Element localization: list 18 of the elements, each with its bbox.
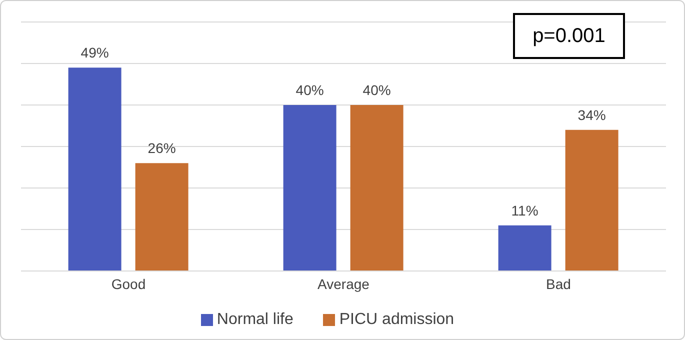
x-tick-label: Average: [318, 276, 370, 292]
annotation: p=0.001: [513, 13, 625, 59]
bar: [135, 163, 188, 271]
data-label: 40%: [362, 82, 391, 98]
legend-label: PICU admission: [339, 311, 454, 328]
bar: [350, 105, 404, 271]
data-label: 49%: [80, 44, 109, 61]
bar: [565, 130, 618, 271]
data-label: 26%: [148, 140, 176, 156]
legend-label: Normal life: [216, 311, 294, 328]
data-label: 40%: [296, 82, 324, 98]
bar: [498, 225, 552, 271]
bar: [283, 105, 336, 271]
x-tick-label: Good: [111, 276, 146, 292]
bar: [68, 68, 122, 271]
data-label: 11%: [511, 202, 538, 218]
data-label: 34%: [578, 106, 606, 123]
x-tick-label: Bad: [546, 276, 571, 292]
